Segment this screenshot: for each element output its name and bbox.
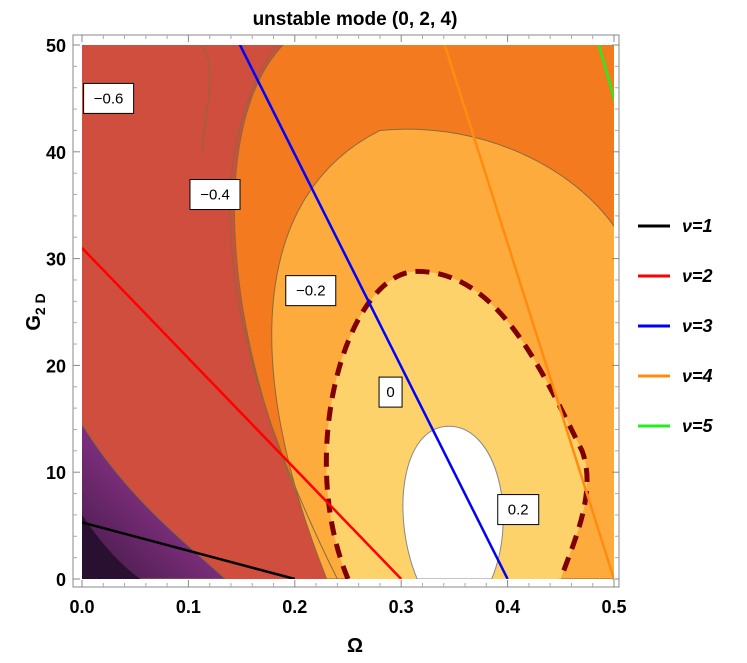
contour-label-2: −0.2: [285, 275, 337, 307]
plot-frame: [72, 34, 620, 588]
series-line-1: [82, 521, 296, 579]
legend-label-3: ν=3: [682, 316, 713, 336]
contour-label-text-0: −0.6: [94, 90, 124, 107]
series-line-4: [443, 45, 614, 579]
legend-label-4: ν=4: [682, 366, 713, 386]
contour-label-0: −0.6: [83, 82, 135, 114]
y-tick-label-2: 20: [46, 356, 66, 376]
contour-label-box-0: [83, 82, 135, 114]
legend: ν=1 ν=2 ν=3 ν=4 ν=5: [638, 216, 714, 436]
contour-label-4: 0.2: [497, 494, 540, 526]
legend-label-2: ν=2: [682, 266, 713, 286]
legend-item-2: ν=2: [638, 266, 713, 286]
y-axis-label-main: G: [23, 315, 45, 331]
fill-level-below-neg08: [82, 423, 227, 579]
series-line-2: [82, 247, 403, 579]
contour-label-3: 0: [378, 376, 403, 408]
x-tick-label-0: 0.0: [69, 597, 94, 617]
legend-item-5: ν=5: [638, 416, 714, 436]
contour-label-box-1: [189, 179, 241, 211]
legend-label-5: ν=5: [682, 416, 714, 436]
legend-item-3: ν=3: [638, 316, 713, 336]
legend-item-1: ν=1: [638, 216, 713, 236]
contour-label-box-4: [497, 494, 540, 526]
fill-level-pos02: [402, 425, 504, 579]
x-tick-label-5: 0.5: [601, 597, 626, 617]
chart-title: unstable mode (0, 2, 4): [253, 9, 458, 30]
x-axis-label: Ω: [347, 635, 363, 657]
axis-ticks: 0.0 0.1 0.2 0.3 0.4 0.5 0 10 20 30 40 50: [46, 35, 627, 617]
series-lines: [82, 45, 614, 579]
x-tick-label-4: 0.4: [495, 597, 520, 617]
fill-level-darkest: [82, 514, 141, 579]
legend-item-4: ν=4: [638, 366, 713, 386]
x-tick-label-2: 0.2: [282, 597, 307, 617]
y-axis-label: G2 D: [23, 293, 48, 330]
y-tick-label-1: 10: [46, 463, 66, 483]
contour-labels: −0.6 −0.4 −0.2 0 0.2: [83, 82, 540, 526]
x-tick-label-3: 0.3: [389, 597, 414, 617]
y-tick-label-4: 40: [46, 143, 66, 163]
contour-label-1: −0.4: [189, 179, 241, 211]
contour-label-text-1: −0.4: [200, 187, 230, 204]
contour-line-neg06: [229, 45, 338, 579]
contour-label-text-4: 0.2: [508, 502, 529, 519]
contour-label-box-2: [285, 275, 337, 307]
y-tick-label-5: 50: [46, 36, 66, 56]
series-line-3: [238, 45, 509, 579]
series-line-5: [597, 45, 614, 103]
contour-label-text-3: 0: [386, 384, 394, 401]
y-axis-label-sub: 2 D: [32, 293, 48, 315]
contour-label-text-2: −0.2: [296, 283, 326, 300]
contour-line-neg06-top: [201, 45, 211, 152]
y-tick-label-3: 30: [46, 250, 66, 270]
contour-fills: [82, 45, 614, 579]
legend-label-1: ν=1: [682, 216, 713, 236]
contour-label-box-3: [378, 376, 403, 408]
y-tick-label-0: 0: [56, 570, 66, 590]
x-tick-label-1: 0.1: [176, 597, 201, 617]
